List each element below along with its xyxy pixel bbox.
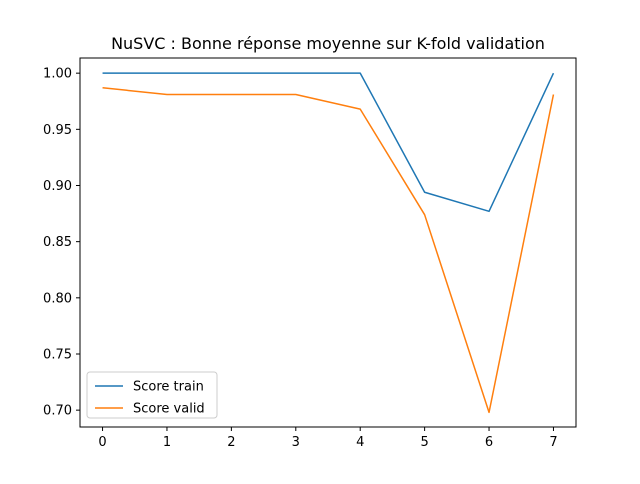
x-tick-label: 3	[292, 435, 300, 450]
x-tick-label: 4	[356, 435, 364, 450]
legend: Score train Score valid	[87, 372, 217, 418]
x-tick-label: 6	[485, 435, 493, 450]
x-axis: 0 1 2 3 4 5 6 7	[98, 427, 557, 450]
x-tick-label: 1	[163, 435, 171, 450]
x-tick-label: 5	[420, 435, 428, 450]
legend-label: Score train	[133, 380, 204, 395]
x-tick-label: 2	[227, 435, 235, 450]
y-tick-label: 0.75	[43, 347, 72, 362]
y-tick-label: 0.80	[43, 291, 72, 306]
x-tick-label: 0	[98, 435, 106, 450]
y-tick-label: 0.70	[43, 404, 72, 419]
chart-title: NuSVC : Bonne réponse moyenne sur K-fold…	[111, 34, 545, 53]
x-tick-label: 7	[549, 435, 557, 450]
y-tick-label: 1.00	[43, 67, 72, 82]
y-tick-label: 0.95	[43, 123, 72, 138]
y-tick-label: 0.85	[43, 235, 72, 250]
y-axis: 0.70 0.75 0.80 0.85 0.90 0.95 1.00	[43, 67, 80, 419]
y-tick-label: 0.90	[43, 179, 72, 194]
legend-label: Score valid	[133, 402, 205, 417]
